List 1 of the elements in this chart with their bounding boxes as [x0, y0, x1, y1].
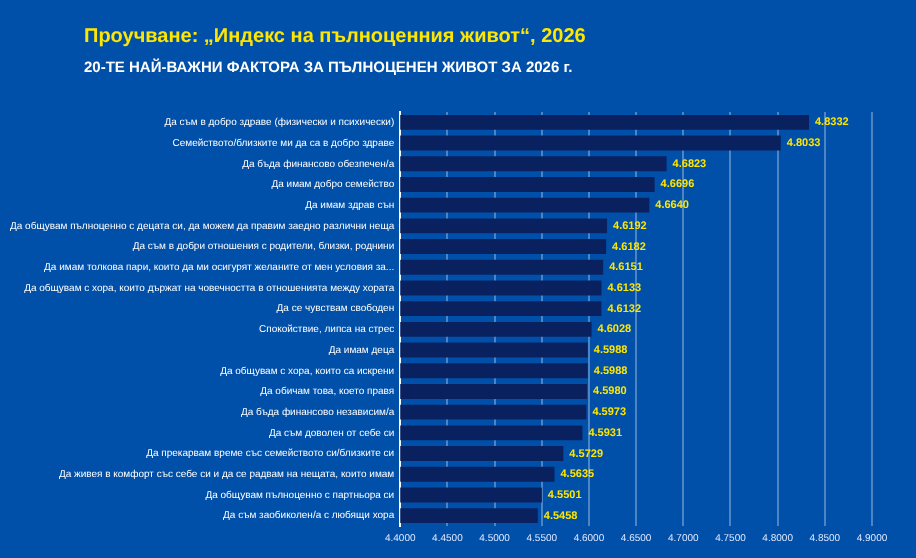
chart-title: Проучване: „Индекс на пълноценния живот“, 2026: [84, 26, 586, 48]
